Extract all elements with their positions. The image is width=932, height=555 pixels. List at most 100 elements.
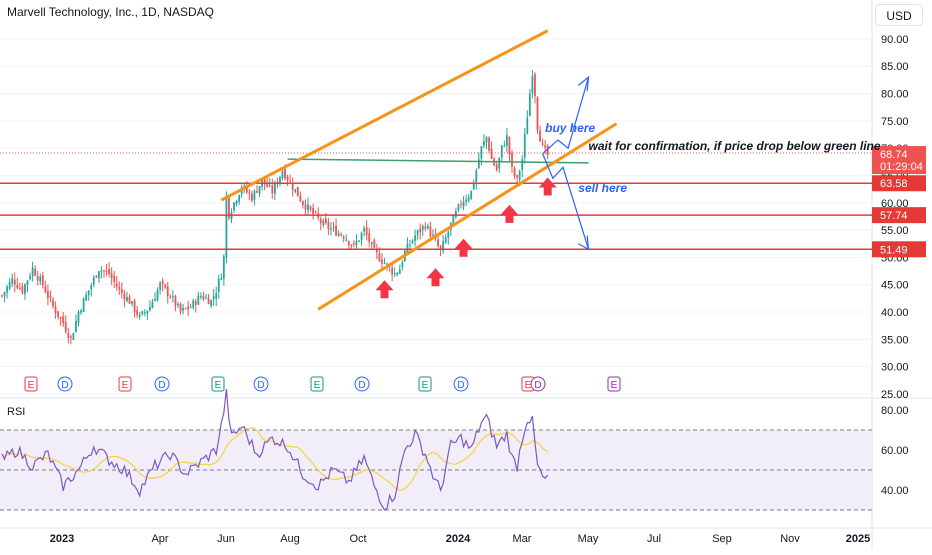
candle-body bbox=[235, 200, 238, 205]
candle-body bbox=[340, 234, 343, 236]
candle-body bbox=[304, 204, 307, 210]
candle-body bbox=[179, 303, 182, 312]
candle-body bbox=[182, 307, 184, 311]
candle-body bbox=[289, 180, 292, 182]
candle-body bbox=[154, 298, 156, 301]
candle-body bbox=[108, 268, 110, 275]
currency-button[interactable]: USD bbox=[875, 4, 923, 26]
candle-body bbox=[513, 167, 516, 176]
dividend-marker bbox=[530, 376, 546, 392]
candle-body bbox=[77, 312, 80, 323]
candle-body bbox=[110, 273, 113, 278]
candle-body bbox=[225, 196, 228, 258]
candle-body bbox=[485, 137, 488, 143]
candle-body bbox=[184, 308, 187, 310]
candle-body bbox=[189, 307, 192, 309]
candle-body bbox=[455, 211, 457, 218]
candle-body bbox=[539, 130, 541, 142]
candle-body bbox=[217, 278, 220, 293]
candle-body bbox=[151, 301, 154, 309]
earnings-marker bbox=[310, 376, 324, 392]
candle-body bbox=[39, 276, 42, 282]
dividend-marker bbox=[253, 376, 269, 392]
candle-body bbox=[85, 294, 88, 301]
candle-body bbox=[294, 189, 297, 192]
candle-body bbox=[518, 171, 521, 180]
candle-body bbox=[238, 195, 241, 202]
candle-body bbox=[171, 296, 174, 298]
candle-body bbox=[411, 240, 414, 243]
countdown-label: 01:29:04 bbox=[880, 161, 923, 173]
candle-body bbox=[197, 295, 200, 305]
candle-body bbox=[29, 276, 31, 279]
candle-body bbox=[47, 291, 49, 298]
rsi-tick-label: 40.00 bbox=[881, 485, 909, 497]
candle-body bbox=[258, 185, 261, 194]
candle-body bbox=[21, 286, 24, 294]
earnings-marker bbox=[211, 376, 225, 392]
candle-body bbox=[67, 333, 70, 339]
green-line bbox=[287, 158, 589, 164]
event-marker-label: D bbox=[358, 380, 365, 391]
dividend-marker bbox=[154, 376, 170, 392]
candle-body bbox=[355, 241, 358, 246]
candle-body bbox=[194, 301, 197, 306]
candle-body bbox=[273, 183, 276, 194]
event-marker-label: D bbox=[61, 380, 68, 391]
price-tick-label: 45.00 bbox=[881, 280, 909, 292]
candle-body bbox=[508, 137, 511, 155]
level-price-tag bbox=[872, 175, 926, 192]
earnings-marker bbox=[118, 376, 132, 392]
candle-body bbox=[312, 208, 314, 214]
candle-body bbox=[409, 244, 411, 246]
dividend-marker bbox=[453, 376, 469, 392]
price-tick-label: 60.00 bbox=[881, 198, 909, 210]
candle-body bbox=[314, 211, 317, 213]
candle-body bbox=[437, 239, 439, 246]
candle-body bbox=[498, 157, 501, 169]
candle-body bbox=[18, 287, 21, 289]
candle-body bbox=[381, 259, 383, 264]
candle-body bbox=[370, 242, 373, 245]
candle-body bbox=[113, 275, 116, 282]
candles-group bbox=[1, 70, 549, 345]
earnings-marker bbox=[418, 376, 432, 392]
candle-body bbox=[118, 287, 121, 289]
candle-body bbox=[103, 270, 105, 272]
candle-body bbox=[11, 277, 14, 284]
candle-body bbox=[307, 204, 309, 211]
candle-body bbox=[342, 236, 345, 239]
candle-body bbox=[462, 202, 465, 207]
candle-body bbox=[156, 289, 159, 300]
candle-body bbox=[3, 292, 6, 296]
candle-body bbox=[98, 271, 100, 279]
rsi-ma-line bbox=[1, 426, 548, 491]
rsi-tick-label: 60.00 bbox=[881, 445, 909, 457]
candle-body bbox=[138, 314, 141, 317]
time-tick-label: Aug bbox=[280, 533, 300, 545]
candle-body bbox=[444, 237, 447, 243]
level-price-label: 57.74 bbox=[880, 210, 908, 222]
event-marker-label: E bbox=[28, 380, 35, 391]
candle-body bbox=[523, 134, 526, 158]
candle-body bbox=[531, 76, 534, 94]
candle-body bbox=[87, 290, 90, 295]
candle-body bbox=[324, 218, 327, 224]
rsi-line bbox=[1, 389, 549, 511]
level-price-tag bbox=[872, 207, 926, 224]
candle-body bbox=[72, 333, 75, 340]
candle-body bbox=[302, 201, 304, 205]
candle-body bbox=[465, 199, 467, 202]
candle-body bbox=[439, 245, 442, 251]
buy-annotation: buy here bbox=[545, 121, 595, 135]
event-marker-label: D bbox=[158, 380, 165, 391]
earnings-marker bbox=[24, 376, 38, 392]
candle-body bbox=[128, 296, 131, 304]
candle-body bbox=[52, 299, 54, 307]
rsi-label: RSI bbox=[7, 406, 26, 418]
candle-body bbox=[120, 289, 123, 293]
time-tick-label: Sep bbox=[712, 533, 732, 545]
